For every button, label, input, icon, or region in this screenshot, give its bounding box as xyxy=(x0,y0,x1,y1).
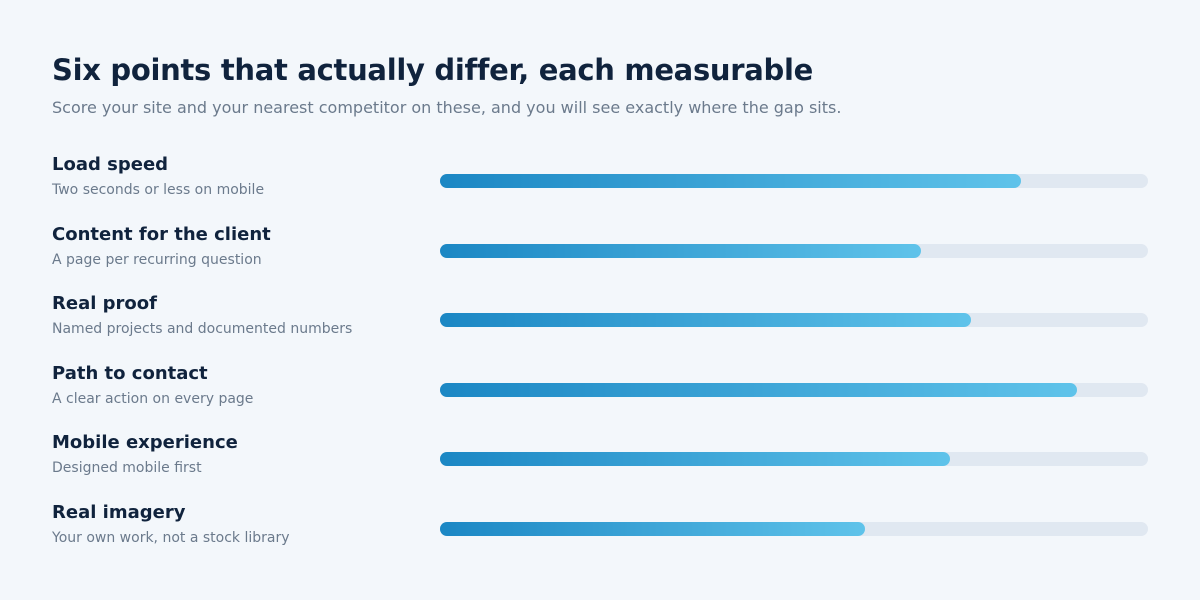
score-bar-track xyxy=(440,521,1148,536)
criterion-text: Real proof Named projects and documented… xyxy=(52,291,422,339)
criterion-description: A clear action on every page xyxy=(52,390,254,407)
score-bar-track xyxy=(440,174,1148,188)
criterion-row: Real proof Named projects and documented… xyxy=(52,291,1148,361)
criterion-label: Load speed xyxy=(52,154,169,175)
criterion-row: Path to contact A clear action on every … xyxy=(52,361,1148,431)
score-bar-track xyxy=(440,382,1148,397)
criterion-description: Two seconds or less on mobile xyxy=(52,182,265,198)
criterion-row: Load speed Two seconds or less on mobile xyxy=(52,152,1148,222)
page-title: Six points that actually differ, each me… xyxy=(52,53,813,87)
criterion-description: Your own work, not a stock library xyxy=(52,529,290,546)
criterion-label: Content for the client xyxy=(52,223,271,245)
criterion-label: Mobile experience xyxy=(52,432,238,453)
criterion-label: Real imagery xyxy=(52,501,186,523)
criterion-row: Content for the client A page per recurr… xyxy=(52,222,1148,292)
score-bar-track xyxy=(440,313,1148,327)
score-bar-track xyxy=(440,243,1148,258)
score-bar-fill xyxy=(440,243,922,258)
criterion-description: A page per recurring question xyxy=(52,251,262,268)
criterion-text: Real imagery Your own work, not a stock … xyxy=(52,500,422,548)
criterion-text: Mobile experience Designed mobile first xyxy=(52,430,422,478)
score-bar-fill xyxy=(440,452,950,466)
criterion-row: Real imagery Your own work, not a stock … xyxy=(52,500,1148,570)
score-bar-fill xyxy=(440,313,971,327)
score-bar-fill xyxy=(440,174,1021,188)
criterion-description: Named projects and documented numbers xyxy=(52,321,353,337)
criterion-row: Mobile experience Designed mobile first xyxy=(52,430,1148,500)
criterion-text: Path to contact A clear action on every … xyxy=(52,361,422,409)
page-subtitle: Score your site and your nearest competi… xyxy=(52,98,842,117)
score-bar-fill xyxy=(440,521,865,536)
criterion-text: Content for the client A page per recurr… xyxy=(52,222,422,270)
criterion-label: Path to contact xyxy=(52,362,208,384)
criterion-text: Load speed Two seconds or less on mobile xyxy=(52,152,422,200)
criterion-description: Designed mobile first xyxy=(52,460,202,476)
score-bar-track xyxy=(440,452,1148,466)
criteria-list: Load speed Two seconds or less on mobile… xyxy=(52,152,1148,569)
criterion-label: Real proof xyxy=(52,293,157,314)
score-bar-fill xyxy=(440,382,1078,397)
